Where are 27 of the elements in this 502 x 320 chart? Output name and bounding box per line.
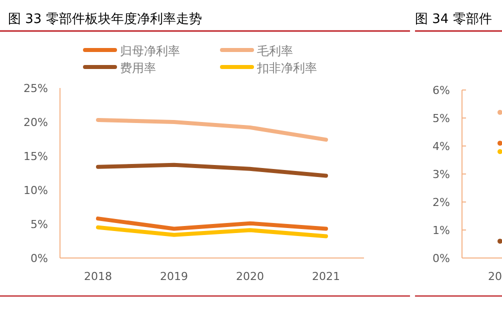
line-series (96, 225, 328, 238)
chart-title: 图 33 零部件板块年度净利率走势 (8, 11, 202, 27)
x-tick-label: 2019 (160, 270, 188, 283)
legend-label: 扣非净利率 (256, 61, 317, 75)
y-tick-label: 6% (432, 84, 450, 97)
x-tick-label: 2020 (236, 270, 264, 283)
line-series (96, 162, 328, 178)
x-tick-label: 20 (488, 270, 502, 283)
line-series (96, 118, 328, 142)
y-tick-label: 20% (24, 116, 48, 129)
legend-label: 毛利率 (257, 44, 293, 58)
legend-label: 归母净利率 (120, 44, 180, 58)
y-tick-label: 1% (432, 224, 450, 237)
y-tick-label: 10% (24, 184, 48, 197)
y-tick-label: 0% (432, 252, 450, 265)
y-tick-label: 2% (432, 196, 450, 209)
x-tick-label: 2021 (312, 270, 340, 283)
x-tick-label: 2018 (84, 270, 112, 283)
y-tick-label: 15% (24, 150, 48, 163)
y-tick-label: 5% (432, 112, 450, 125)
y-tick-label: 5% (30, 218, 48, 231)
y-tick-label: 4% (432, 140, 450, 153)
y-tick-label: 0% (30, 252, 48, 265)
y-tick-label: 3% (432, 168, 450, 181)
y-tick-label: 25% (24, 82, 48, 95)
chart-title: 图 34 零部件 (415, 12, 492, 27)
legend-label: 费用率 (120, 61, 156, 75)
